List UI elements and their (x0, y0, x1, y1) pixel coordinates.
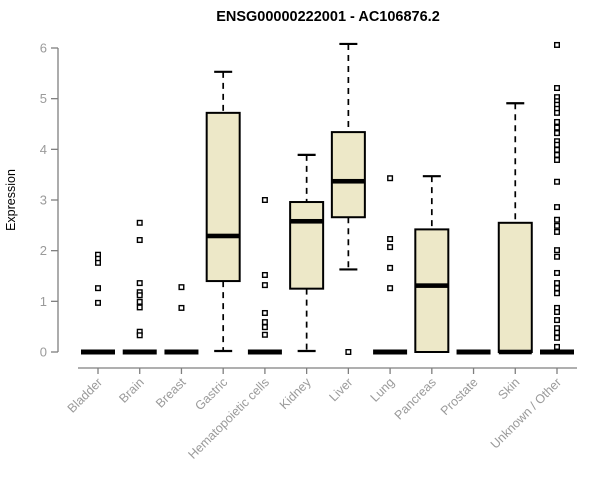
outlier-point (554, 118, 561, 125)
outlier-point (178, 284, 185, 291)
collapsed-median-bar (247, 349, 282, 355)
y-tick-label: 2 (40, 243, 47, 258)
median-line (331, 178, 365, 184)
x-category-label: Bladder (65, 375, 105, 415)
outlier-point (554, 308, 561, 315)
median-line (290, 218, 324, 224)
outlier-point (387, 264, 394, 271)
y-tick-label: 5 (40, 91, 47, 106)
outlier-point (554, 253, 561, 260)
x-category-label: Lung (368, 375, 398, 405)
box-iqr (205, 111, 241, 283)
outlier-point (554, 285, 561, 292)
y-tick-label: 6 (40, 41, 47, 56)
outlier-point (261, 271, 268, 278)
median-line (206, 233, 240, 239)
box-iqr (289, 201, 325, 290)
x-category-label: Gastric (192, 375, 230, 413)
y-axis-title: Expression (4, 169, 18, 231)
outlier-point (554, 290, 561, 297)
x-category-label: Pancreas (392, 375, 439, 422)
outlier-point (554, 151, 561, 158)
outlier-point (554, 247, 561, 254)
y-tick-label: 0 (40, 345, 47, 360)
outlier-point (554, 222, 561, 229)
outlier-point (94, 285, 101, 292)
outlier-point (136, 298, 143, 305)
outlier-point (136, 332, 143, 339)
outlier-point (554, 109, 561, 116)
outlier-point (387, 244, 394, 251)
y-tick-label: 3 (40, 193, 47, 208)
outlier-point (554, 216, 561, 223)
chart-title: ENSG00000222001 - AC106876.2 (216, 9, 440, 25)
outlier-point (554, 141, 561, 148)
outlier-point (94, 299, 101, 306)
x-category-label: Breast (153, 375, 189, 411)
x-category-label: Liver (326, 375, 355, 404)
median-line (415, 283, 449, 288)
outlier-point (554, 343, 561, 350)
y-tick-label: 1 (40, 294, 47, 309)
x-category-label: Brain (116, 375, 147, 406)
outlier-point (261, 196, 268, 203)
collapsed-median-bar (122, 349, 157, 355)
outlier-point (554, 329, 561, 336)
x-category-label: Unknown / Other (488, 375, 564, 451)
collapsed-median-bar (456, 349, 491, 355)
outlier-point (387, 285, 394, 292)
outlier-point (94, 259, 101, 266)
outlier-point (136, 237, 143, 244)
x-category-label: Skin (495, 375, 522, 402)
outlier-point (554, 124, 561, 131)
outlier-point (554, 41, 561, 48)
median-line (498, 349, 532, 355)
outlier-point (261, 309, 268, 316)
outlier-point (261, 282, 268, 289)
x-category-label: Hematopoietic cells (185, 375, 272, 462)
x-category-label: Kidney (277, 375, 314, 412)
outlier-point (554, 178, 561, 185)
collapsed-median-bar (81, 349, 115, 355)
collapsed-median-bar (373, 349, 408, 355)
outlier-point (261, 319, 268, 326)
outlier-point (554, 146, 561, 153)
outlier-point (178, 304, 185, 311)
collapsed-median-bar (540, 349, 574, 355)
outlier-point (261, 331, 268, 338)
outlier-point (554, 130, 561, 137)
outlier-point (554, 269, 561, 276)
outlier-point (554, 156, 561, 163)
outlier-point (345, 349, 352, 356)
box-iqr (414, 228, 450, 354)
outlier-point (387, 236, 394, 243)
outlier-point (136, 280, 143, 287)
outlier-point (554, 228, 561, 235)
outlier-point (261, 324, 268, 331)
collapsed-median-bar (164, 349, 199, 355)
outlier-point (554, 85, 561, 92)
outlier-point (554, 334, 561, 341)
outlier-point (136, 292, 143, 299)
box-iqr (497, 221, 533, 353)
outlier-point (554, 204, 561, 211)
box-iqr (330, 131, 366, 219)
y-tick-label: 4 (40, 142, 47, 157)
outlier-point (554, 280, 561, 287)
outlier-point (136, 304, 143, 311)
outlier-point (136, 219, 143, 226)
x-category-label: Prostate (438, 375, 481, 418)
plot-area: 0 1 2 3 4 5 6 Bladder Brain Breast GastricHematopo… (40, 41, 577, 462)
outlier-point (387, 175, 394, 182)
outlier-point (554, 317, 561, 324)
